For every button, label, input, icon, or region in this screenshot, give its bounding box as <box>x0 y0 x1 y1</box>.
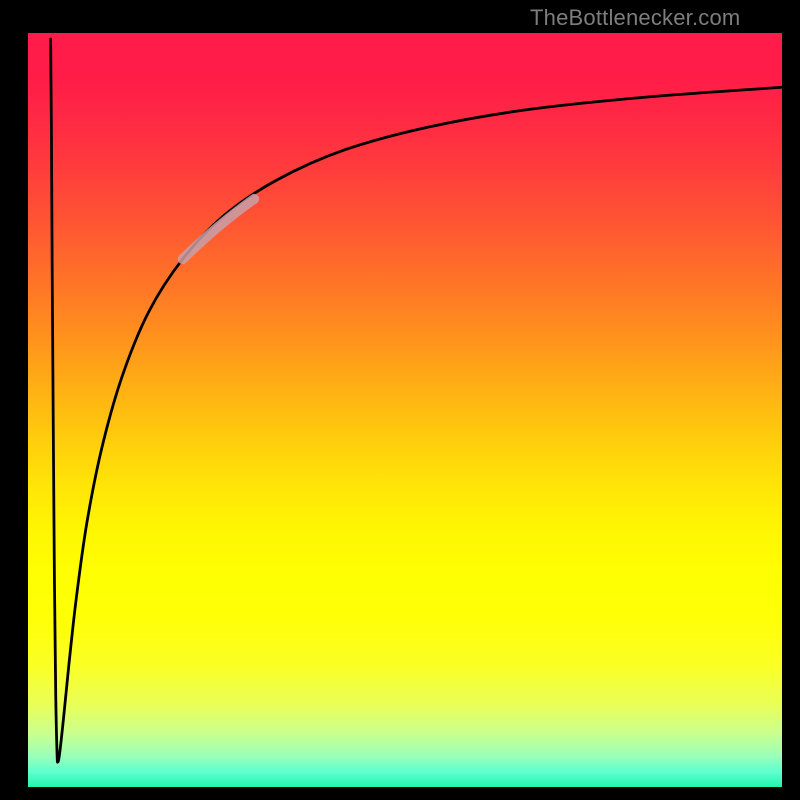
bottleneck-curve <box>51 39 782 762</box>
curve-layer <box>28 33 782 787</box>
watermark-text: TheBottlenecker.com <box>530 5 740 31</box>
plot-frame <box>25 30 785 790</box>
chart-root: TheBottlenecker.com <box>0 0 800 800</box>
highlight-segment <box>183 199 255 259</box>
